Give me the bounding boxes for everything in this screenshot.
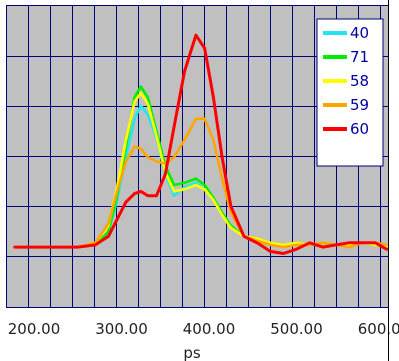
x-tick-labels: 200.00 300.00 400.00 500.00 600.00: [8, 320, 399, 338]
legend-label-40: 40: [350, 24, 369, 42]
x-tick-label: 200.00: [8, 320, 61, 338]
legend-label-71: 71: [350, 48, 369, 66]
series-lines: [13, 33, 389, 255]
series-line-59: [13, 117, 388, 249]
x-tick-label: 500.00: [270, 320, 323, 338]
x-axis-title: ps: [183, 344, 201, 361]
legend: 40 71 58 59 60: [316, 18, 384, 167]
x-tick-label: 600.00: [358, 320, 399, 338]
series-line-60: [13, 33, 389, 255]
legend-label-59: 59: [350, 96, 369, 114]
legend-label-60: 60: [350, 120, 369, 138]
x-tick-label: 400.00: [183, 320, 236, 338]
legend-box: [316, 18, 384, 167]
x-tick-label: 300.00: [95, 320, 148, 338]
legend-label-58: 58: [350, 72, 369, 90]
